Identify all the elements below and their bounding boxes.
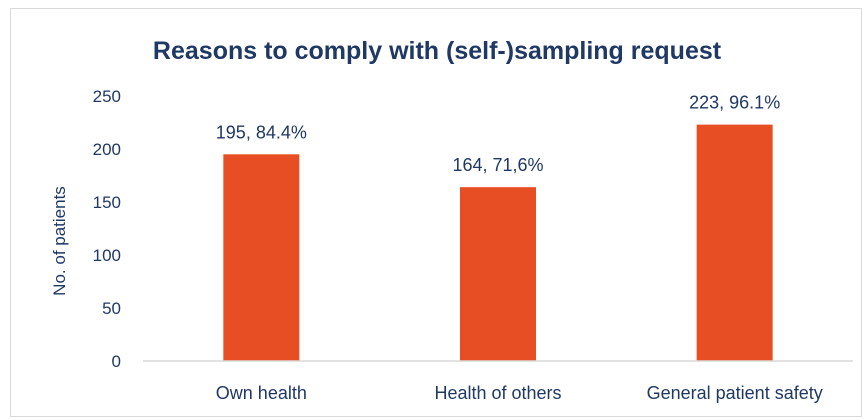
chart-title: Reasons to comply with (self-)sampling r…	[153, 37, 722, 65]
category-labels: Own health Health of others General patien…	[216, 383, 823, 403]
bars	[223, 124, 773, 362]
category-label: General patient safety	[647, 383, 823, 403]
bar	[696, 124, 773, 362]
bar-chart: Reasons to comply with (self-)sampling r…	[50, 37, 853, 403]
y-tick-label: 150	[93, 193, 121, 212]
data-label: 164, 71,6%	[452, 155, 543, 175]
y-tick-label: 50	[102, 299, 121, 318]
y-axis-ticks: 0 50 100 150 200 250	[93, 87, 121, 371]
y-tick-label: 250	[93, 87, 121, 106]
data-labels: 195, 84.4% 164, 71,6% 223, 96.1%	[216, 93, 780, 176]
chart-frame: Reasons to comply with (self-)sampling r…	[10, 8, 862, 417]
y-tick-label: 200	[93, 140, 121, 159]
y-tick-label: 0	[112, 352, 121, 371]
category-label: Health of others	[434, 383, 561, 403]
data-label: 223, 96.1%	[689, 93, 780, 113]
category-label: Own health	[216, 383, 307, 403]
bar	[460, 187, 536, 361]
data-label: 195, 84.4%	[216, 122, 307, 142]
bar	[223, 154, 300, 361]
y-axis-title: No. of patients	[50, 186, 69, 296]
y-tick-label: 100	[93, 246, 121, 265]
